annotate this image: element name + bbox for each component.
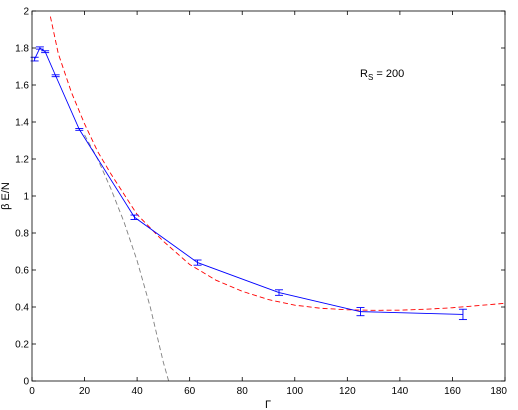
y-tick-label: 2 (23, 7, 29, 18)
y-tick-label: 1.2 (15, 155, 29, 166)
y-tick-label: 1.4 (15, 118, 29, 129)
series-layer (30, 16, 505, 381)
x-tick-label: 40 (132, 386, 144, 397)
x-tick-label: 60 (184, 386, 196, 397)
y-tick-label: 0 (23, 377, 29, 388)
tick-layer: 0 20 40 60 80 100 120 140 160 180 0 0.2 0.4 0.6 0.8 1 1.… (15, 7, 507, 398)
plot-background (32, 11, 505, 381)
rs-annotation-sub: S (368, 73, 373, 82)
series-line-dashed (49, 16, 505, 311)
x-tick-label: 140 (392, 386, 409, 397)
y-tick-label: 1.6 (15, 81, 29, 92)
x-tick-label: 180 (490, 386, 507, 397)
y-tick-label: 0.6 (15, 266, 29, 277)
rs-annotation: RS = 200 (360, 68, 404, 82)
rs-annotation-main: R (360, 68, 368, 80)
y-axis-label: β E/N (0, 182, 12, 210)
x-tick-label: 100 (286, 386, 303, 397)
x-tick-label: 20 (79, 386, 91, 397)
y-tick-label: 0.8 (15, 229, 29, 240)
series-line (34, 47, 463, 315)
x-tick-label: 0 (29, 386, 35, 397)
y-tick-label: 0.4 (15, 303, 29, 314)
x-tick-label: 80 (237, 386, 249, 397)
y-tick-label: 0.2 (15, 340, 29, 351)
x-tick-label: 120 (339, 386, 356, 397)
series-line-dashed (84, 134, 170, 381)
rs-annotation-rest: = 200 (373, 68, 404, 80)
y-tick-label: 1.8 (15, 44, 29, 55)
x-tick-label: 160 (444, 386, 461, 397)
x-axis-label: Γ (265, 399, 271, 410)
y-tick-label: 1 (23, 192, 29, 203)
